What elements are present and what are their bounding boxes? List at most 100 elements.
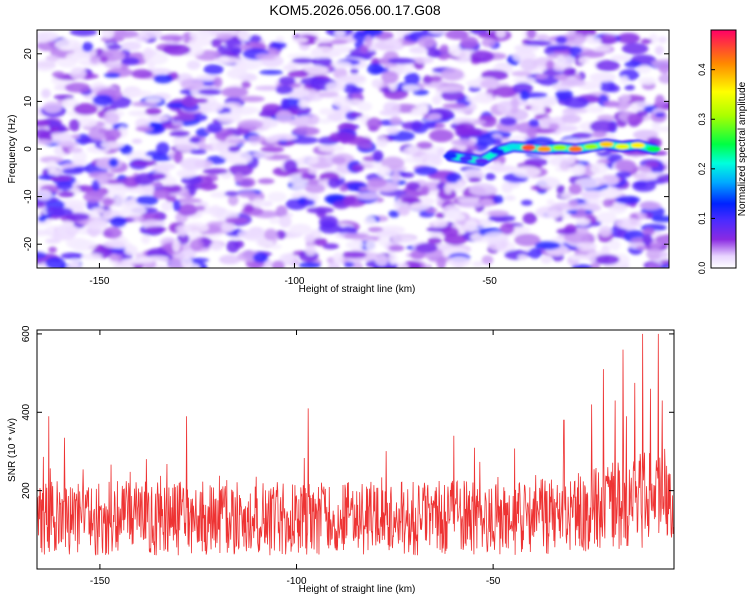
noise-blob xyxy=(252,152,274,159)
colorbar-frame xyxy=(710,29,737,269)
snr-panel: -150 -100 -50 200 400 600 Height of straight… xyxy=(7,325,675,595)
noise-blob xyxy=(42,101,62,114)
noise-blob xyxy=(87,219,109,230)
noise-blob xyxy=(292,126,320,136)
noise-blob xyxy=(304,233,315,244)
x-tick-label: -150 xyxy=(90,576,110,587)
noise-blob xyxy=(110,216,127,228)
noise-blob xyxy=(99,55,109,64)
noise-blob xyxy=(176,169,197,179)
noise-blob xyxy=(292,37,309,43)
noise-blob xyxy=(271,260,285,268)
noise-blob xyxy=(590,162,609,175)
signal-point xyxy=(459,155,474,162)
noise-blob xyxy=(481,38,496,48)
noise-blob xyxy=(522,212,537,225)
noise-blob xyxy=(83,191,104,203)
noise-blob xyxy=(483,231,510,242)
noise-blob xyxy=(479,198,494,208)
noise-blob xyxy=(659,251,669,258)
noise-blob xyxy=(654,45,665,56)
noise-blob xyxy=(381,156,405,170)
noise-blob xyxy=(186,60,201,70)
noise-blob xyxy=(126,258,155,264)
noise-blob xyxy=(181,95,198,108)
colorbar: 0.0 0.1 0.2 0.3 0.4 Normalized spectral ampl… xyxy=(697,29,748,275)
noise-blob xyxy=(457,128,482,135)
noise-blob xyxy=(97,173,109,186)
noise-blob xyxy=(514,44,540,52)
signal-point xyxy=(584,143,598,150)
noise-blob xyxy=(411,120,423,131)
noise-blob xyxy=(47,132,75,145)
noise-blob xyxy=(456,179,467,187)
noise-blob xyxy=(269,244,282,250)
noise-blob xyxy=(281,98,289,111)
noise-blob xyxy=(216,112,242,123)
noise-blob xyxy=(37,59,57,72)
noise-blob xyxy=(300,172,317,180)
noise-blob xyxy=(377,165,392,178)
noise-blob xyxy=(275,85,294,95)
noise-blob xyxy=(580,190,605,199)
noise-blob xyxy=(499,116,517,126)
noise-blob xyxy=(298,99,309,109)
noise-blob xyxy=(336,75,364,84)
noise-blob xyxy=(126,90,153,97)
noise-blob xyxy=(210,241,224,251)
noise-blob xyxy=(103,112,120,124)
noise-blob xyxy=(287,53,315,59)
noise-blob xyxy=(45,207,74,217)
noise-blob xyxy=(237,61,247,71)
noise-blob xyxy=(101,30,115,39)
noise-blob xyxy=(147,61,156,69)
signal-point xyxy=(490,148,505,155)
noise-blob xyxy=(52,71,65,79)
noise-blob xyxy=(592,130,607,138)
noise-blob xyxy=(528,98,551,109)
noise-blob xyxy=(367,226,383,233)
noise-blob xyxy=(224,191,239,197)
noise-blob xyxy=(202,168,229,175)
noise-blob xyxy=(233,107,243,114)
noise-blob xyxy=(420,152,440,162)
spectrogram-x-label: Height of straight line (km) xyxy=(299,284,416,295)
noise-blob xyxy=(514,233,541,247)
noise-blob xyxy=(342,251,367,259)
noise-blob xyxy=(548,156,576,167)
noise-blob xyxy=(189,136,201,144)
noise-blob xyxy=(257,178,275,185)
noise-blob xyxy=(447,256,471,268)
noise-blob xyxy=(60,252,85,260)
noise-blob xyxy=(131,69,153,79)
noise-blob xyxy=(592,46,611,52)
noise-blob xyxy=(37,189,52,201)
noise-blob xyxy=(254,85,281,91)
colorbar-tick-label: 0.0 xyxy=(697,262,707,275)
noise-blob xyxy=(70,239,97,252)
noise-blob xyxy=(596,211,617,225)
noise-blob xyxy=(367,177,387,188)
noise-blob xyxy=(413,56,434,64)
noise-blob xyxy=(432,95,442,105)
noise-blob xyxy=(275,36,285,43)
noise-blob xyxy=(485,172,496,181)
noise-blob xyxy=(175,143,198,152)
noise-blob xyxy=(517,254,528,260)
noise-blob xyxy=(227,138,248,145)
signal-point xyxy=(630,142,645,149)
figure-title: KOM5.2026.056.00.17.G08 xyxy=(269,2,440,18)
noise-blob xyxy=(439,44,450,55)
noise-blob xyxy=(388,244,405,252)
noise-blob xyxy=(308,168,318,175)
spectrogram-x-axis: -150 -100 -50 xyxy=(89,30,497,287)
noise-blob xyxy=(318,144,345,153)
noise-blob xyxy=(530,105,546,115)
noise-blob xyxy=(414,166,438,176)
x-tick-label: -100 xyxy=(287,576,307,587)
noise-blob xyxy=(576,241,597,252)
noise-blob xyxy=(104,128,122,140)
noise-blob xyxy=(140,219,166,228)
noise-blob xyxy=(357,142,373,150)
noise-blob xyxy=(556,55,566,67)
